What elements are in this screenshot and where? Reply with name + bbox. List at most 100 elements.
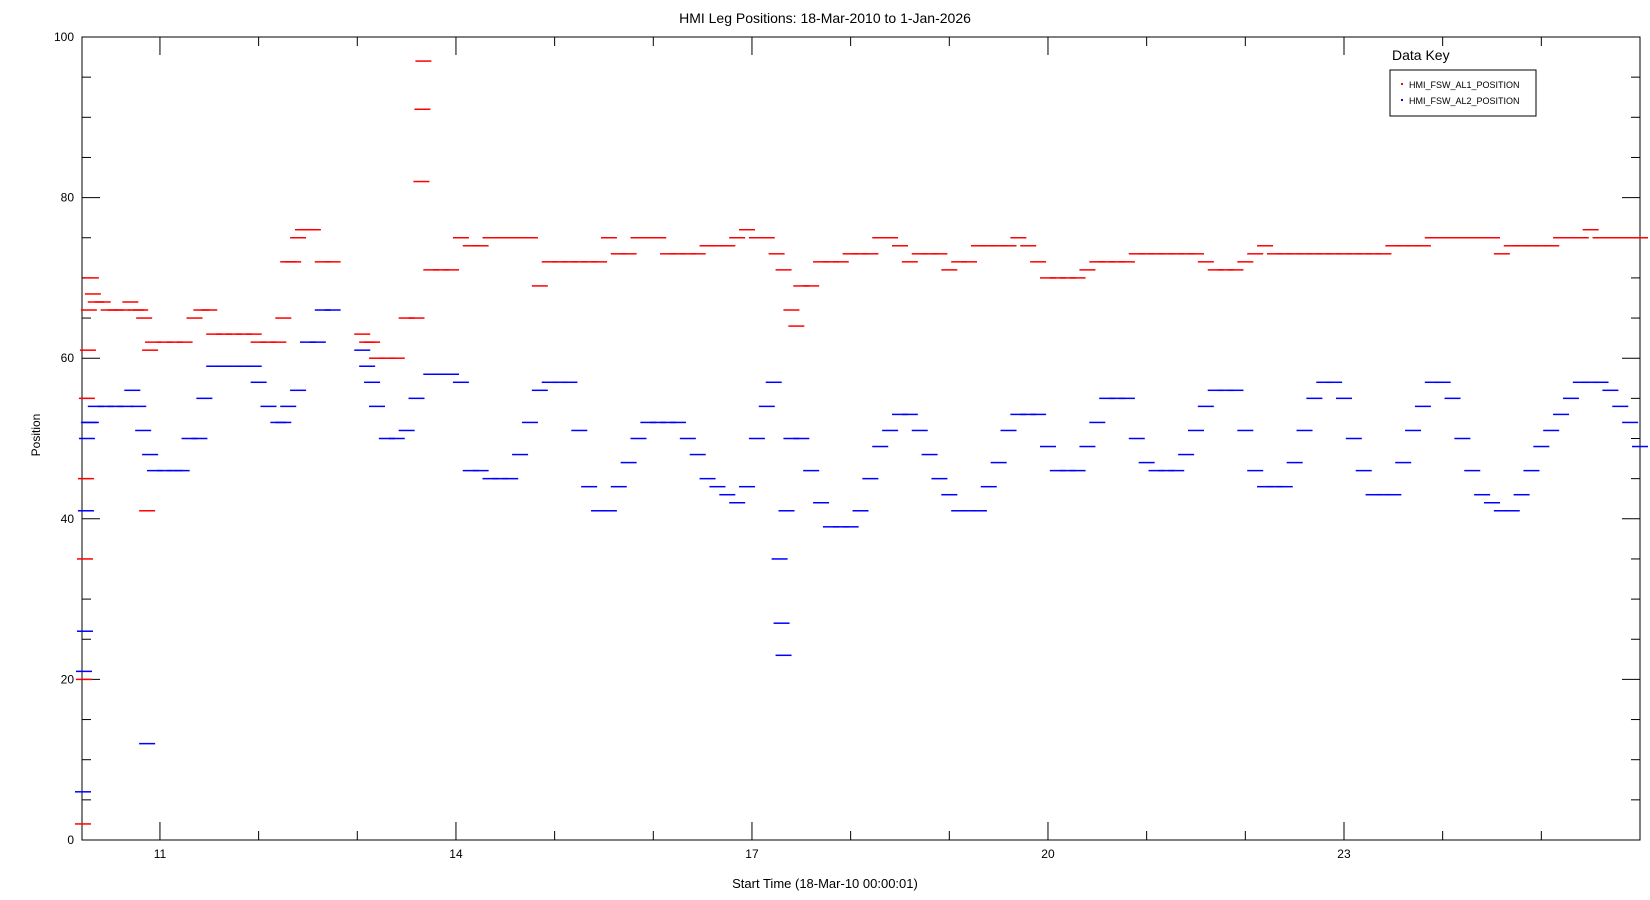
data-point [591,261,608,263]
data-point [1089,421,1106,424]
data-point [679,253,696,255]
data-point [1059,277,1076,279]
data-point [689,453,706,456]
data-point [1523,245,1540,247]
data-point [76,630,93,632]
data-point [1493,510,1510,512]
data-point [398,317,415,319]
x-tick-label: 23 [1337,847,1351,861]
data-point [462,245,479,247]
data-point [1572,237,1589,239]
data-point [250,381,267,384]
data-point [1039,277,1056,279]
data-point [591,510,608,512]
data-point [521,237,538,239]
data-point [314,309,331,311]
data-point [1257,245,1274,247]
legend-entry-al2: HMI_FSW_AL2_POSITION [1409,96,1520,106]
data-point [793,437,810,440]
data-point [1444,237,1461,239]
data-point [1454,437,1471,440]
data-point [1217,269,1234,271]
data-point [669,253,686,255]
data-point [1197,405,1214,408]
data-point [842,526,859,528]
y-tick-label: 40 [61,512,75,526]
data-point [1227,389,1244,392]
data-point [142,453,159,456]
data-point [166,341,183,343]
data-point [1632,445,1648,448]
data-point [275,421,292,424]
data-point [640,237,657,239]
data-point [139,742,156,745]
data-point [1109,261,1126,263]
data-point [80,309,97,311]
data-point [1533,445,1550,448]
y-tick-label: 20 [61,672,75,686]
data-point [581,261,598,263]
data-point [951,261,968,263]
data-point [822,261,839,263]
legend-box [1389,69,1537,117]
data-point [75,678,92,681]
data-point [1444,397,1461,400]
data-point [1326,381,1343,384]
data-point [650,237,667,239]
data-point [1306,397,1323,400]
data-point [1168,469,1185,472]
data-point [941,493,958,496]
data-point [512,237,529,239]
data-point [990,461,1007,464]
data-point [77,477,94,480]
data-point [832,261,849,263]
data-point [423,269,440,271]
data-point [551,261,568,263]
data-point [1187,429,1204,432]
data-point [1424,237,1441,239]
data-point [206,365,223,367]
data-point [482,237,499,239]
data-point [1582,381,1599,384]
data-point [452,381,469,384]
x-tick-label: 11 [154,847,167,861]
data-point [765,381,782,384]
data-point [1020,245,1037,247]
data-point [771,558,788,560]
data-point [739,228,756,231]
data-point [97,405,114,408]
data-point [1000,245,1017,247]
legend-title: Data Key [1392,47,1450,63]
data-point [620,253,637,255]
data-point [961,261,978,263]
data-point [842,253,859,255]
y-tick-label: 80 [61,191,75,205]
data-point [768,253,785,255]
data-point [1276,253,1293,255]
data-point [124,389,141,392]
data-point [1118,397,1135,400]
data-point [660,253,677,255]
data-point [1335,253,1352,255]
data-point [135,429,152,432]
data-point [1395,245,1412,247]
data-point [970,245,987,247]
data-point [1405,429,1422,432]
data-point [82,421,99,424]
data-point [512,453,529,456]
data-point [1345,437,1362,440]
data-point [773,622,790,624]
data-point [472,469,489,472]
data-point [1553,413,1570,416]
data-point [201,309,218,311]
data-point [130,405,147,408]
data-point [378,357,395,359]
data-point [640,421,657,424]
data-point [1454,237,1471,239]
data-point [1464,469,1481,472]
data-point [931,253,948,255]
data-point [482,477,499,480]
data-point [1257,485,1274,488]
data-point [136,317,153,319]
data-point [1030,413,1047,416]
